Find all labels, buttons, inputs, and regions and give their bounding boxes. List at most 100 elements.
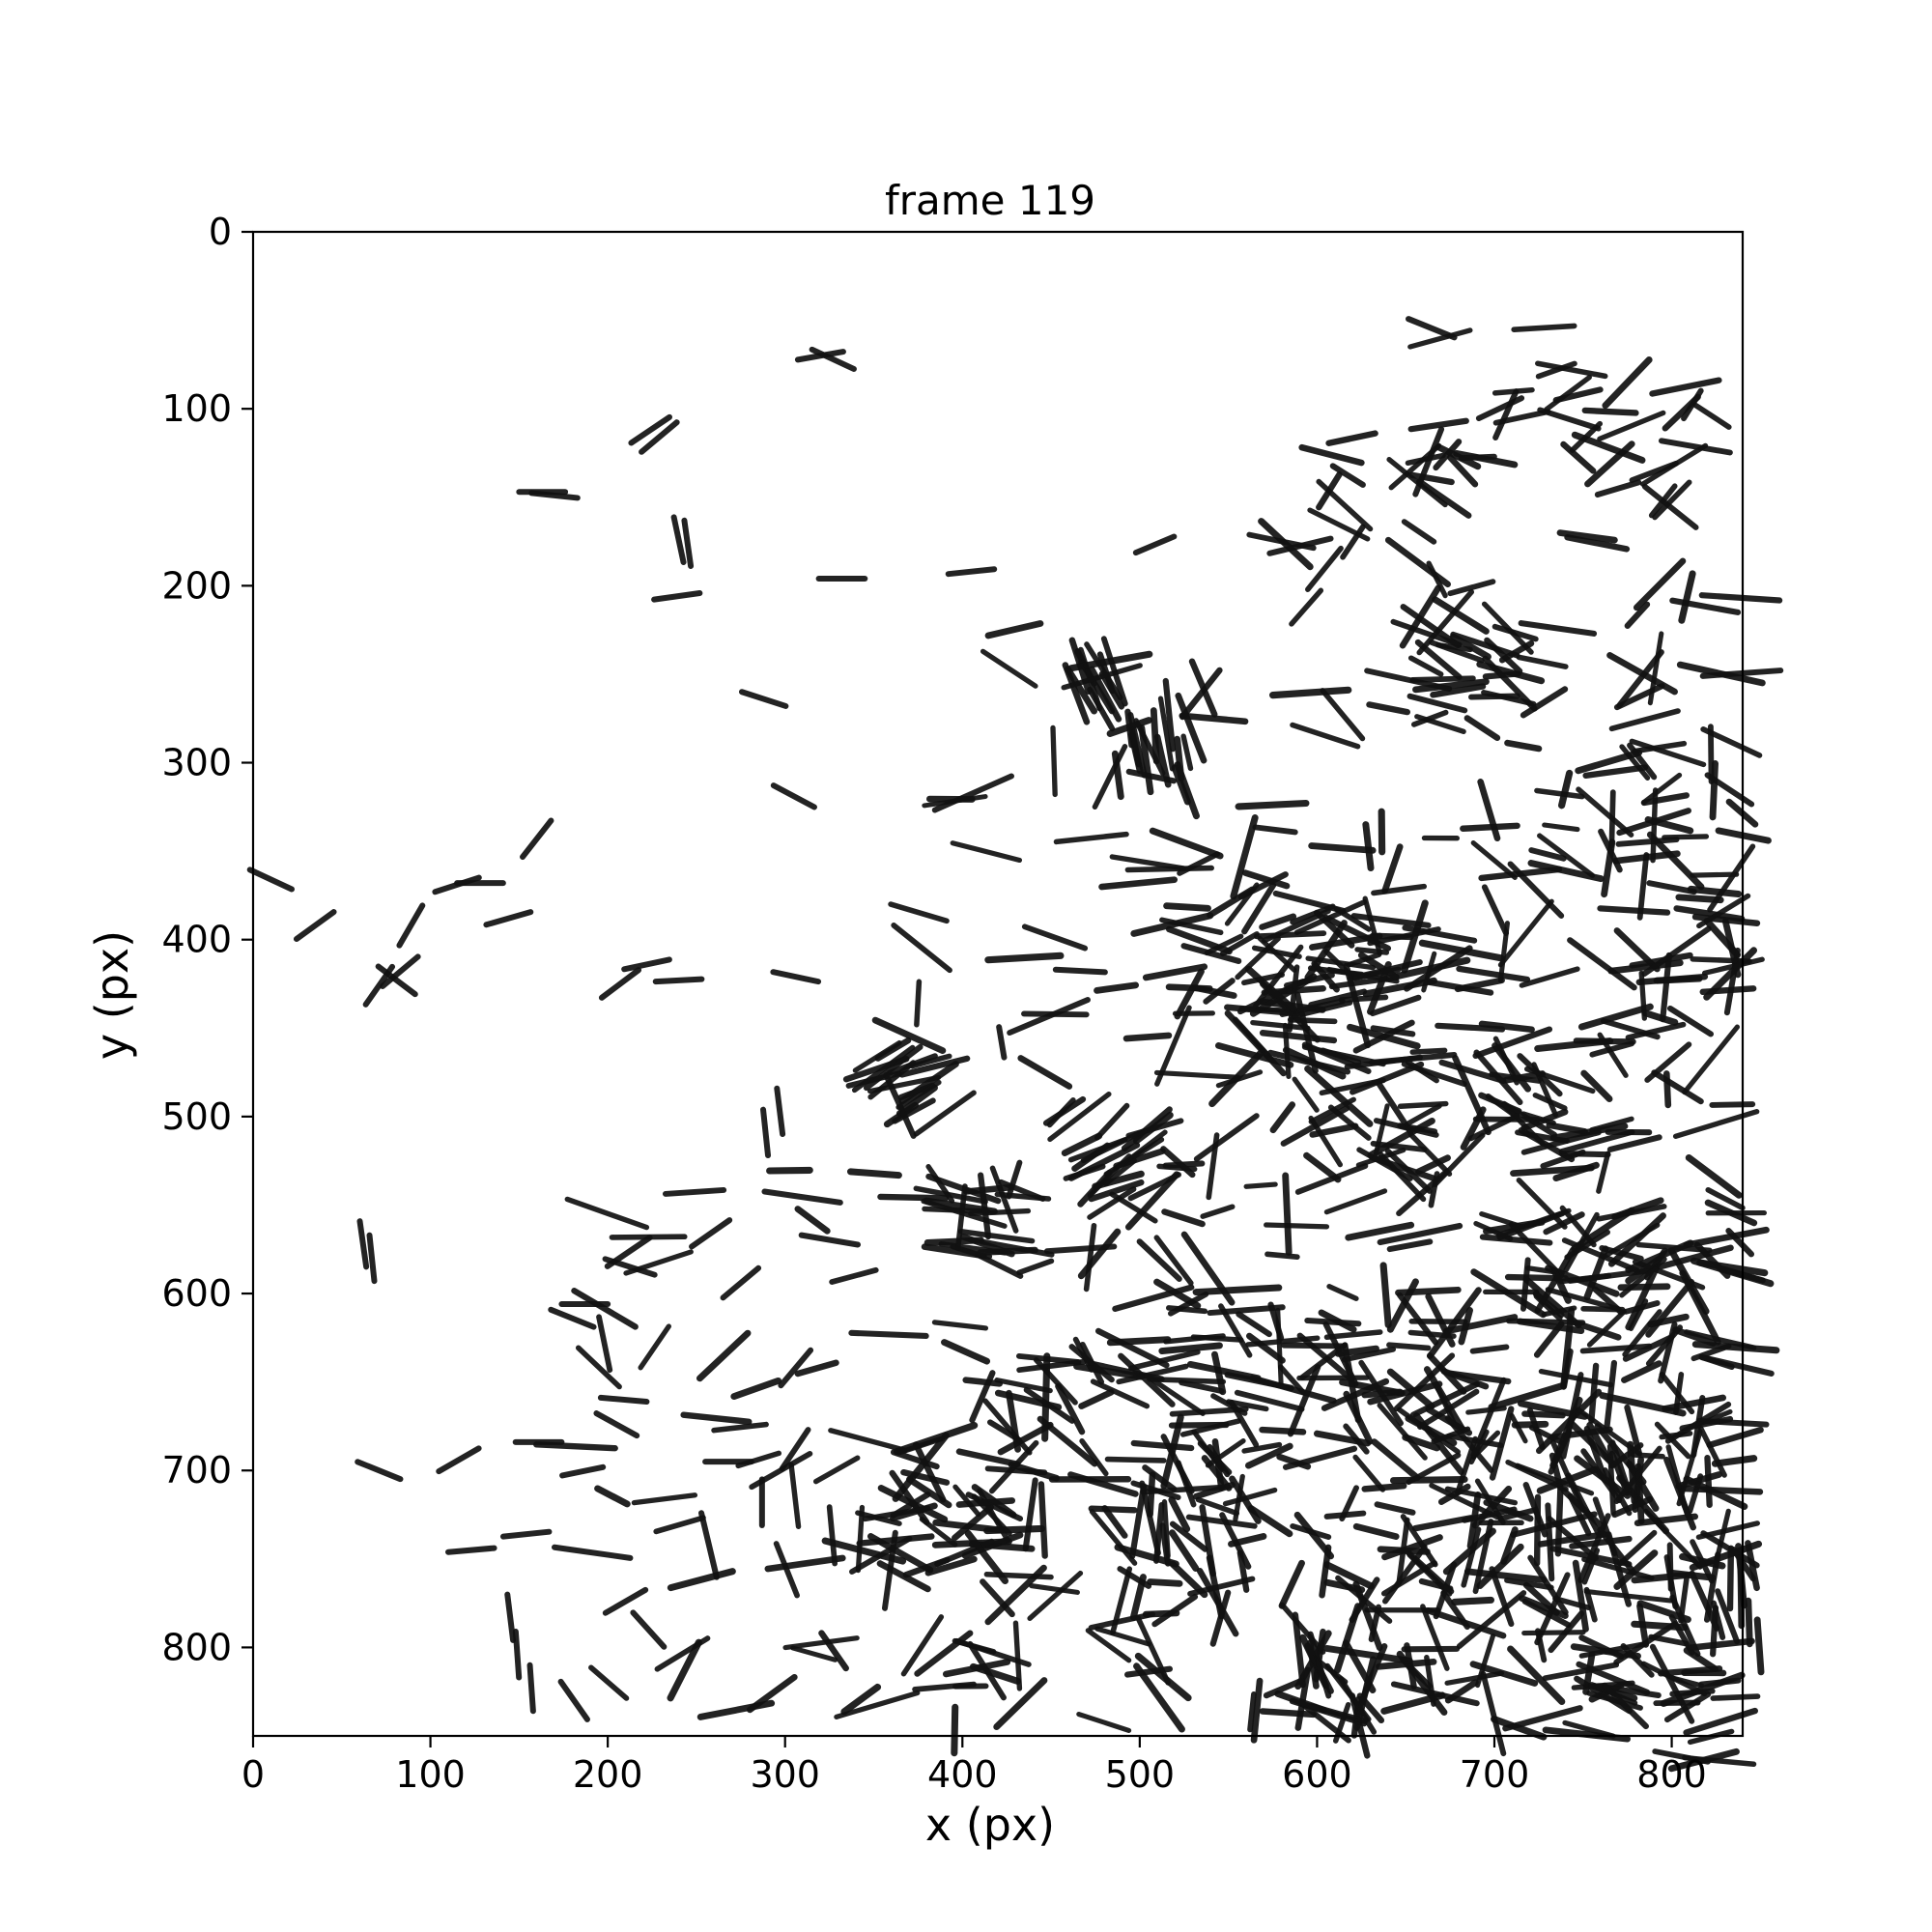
bacterium-cell [1016, 1258, 1055, 1276]
bacterium-cell [631, 1492, 698, 1506]
x-tick-label: 400 [927, 1753, 998, 1796]
bacterium-cell [951, 1504, 995, 1542]
bacterium-cell [662, 1186, 727, 1197]
bacterium-cell [1124, 865, 1215, 873]
bacterium-cell [1519, 966, 1580, 988]
bacterium-cell [1276, 1453, 1312, 1470]
bacterium-cell [984, 620, 1044, 639]
bacterium-cell [681, 517, 695, 569]
bacterium-cell [1636, 852, 1650, 921]
bacterium-cell [1458, 1307, 1473, 1346]
bacterium-cell [1264, 1222, 1330, 1230]
bacterium-cell [1341, 1347, 1397, 1363]
bacterium-cell [1548, 1426, 1613, 1441]
bacterium-cell [1703, 917, 1742, 958]
bacterium-cell [1456, 1590, 1527, 1650]
bacterium-cell [923, 1236, 984, 1246]
bacterium-cell [1037, 1415, 1098, 1467]
bacterium-cell [1361, 1482, 1407, 1492]
bacterium-cell [898, 1055, 971, 1078]
bacterium-cell [969, 1662, 1022, 1685]
bacterium-cell [921, 1243, 993, 1261]
bacterium-cell [1211, 1438, 1225, 1492]
bacterium-cell [890, 1502, 938, 1522]
bacterium-cell [1089, 1509, 1138, 1566]
bacterium-cell [1558, 769, 1574, 810]
bacterium-cell [1521, 1410, 1566, 1419]
bacterium-cell [696, 1699, 776, 1720]
bacterium-cell [1287, 964, 1300, 1033]
bacterium-cell [886, 1053, 938, 1076]
bacterium-cell [1633, 557, 1687, 611]
bacterium-cell [1511, 1420, 1549, 1429]
bacterium-cell [1433, 1561, 1458, 1620]
y-tick-label: 400 [161, 919, 232, 961]
bacterium-cell [1402, 1434, 1441, 1452]
bacterium-cell [1065, 666, 1098, 715]
bacterium-cell [1418, 1577, 1454, 1592]
bacterium-cell [1435, 443, 1482, 470]
bacterium-cell [1372, 1103, 1390, 1162]
bacterium-cell [1222, 1487, 1278, 1507]
bacterium-cell [1088, 1179, 1145, 1203]
bacterium-cell [1376, 1658, 1437, 1670]
bacterium-cell [1537, 407, 1602, 432]
bacterium-cell [1195, 1496, 1240, 1517]
bacterium-cell [1386, 1238, 1434, 1253]
bacterium-cell [898, 1061, 959, 1105]
bacterium-cell [1393, 1352, 1456, 1412]
bacterium-cell [1175, 692, 1208, 764]
bacterium-cell [1709, 1101, 1756, 1108]
bacterium-cell [1087, 1186, 1137, 1220]
bacterium-cell [1412, 678, 1490, 694]
bacterium-cell [1150, 707, 1160, 765]
bacterium-cell [1519, 1595, 1569, 1619]
bacterium-cell [1389, 1476, 1468, 1485]
bacterium-cell [1061, 1132, 1103, 1157]
bacterium-cell [1745, 1597, 1753, 1648]
bacterium-cell [730, 1377, 782, 1401]
bacterium-cell [1301, 1044, 1386, 1067]
bacterium-cell [1516, 1318, 1585, 1335]
bacterium-cell [1552, 1595, 1592, 1611]
bacterium-cell [548, 1306, 597, 1330]
bacterium-cell [1641, 925, 1712, 977]
bacterium-cell [1576, 1661, 1651, 1695]
bacterium-cell [1621, 1360, 1662, 1383]
bacterium-cell [867, 1533, 934, 1574]
bacterium-cell [1259, 1708, 1317, 1719]
bacterium-cell [1447, 579, 1496, 597]
bacterium-cell [951, 1703, 959, 1757]
bacterium-cell [1226, 1399, 1269, 1412]
bacterium-cell [1673, 905, 1746, 923]
bacterium-cell [1705, 1186, 1746, 1211]
bacterium-cell [1699, 1354, 1775, 1377]
bacterium-cell [1162, 677, 1177, 753]
bacterium-cell [980, 648, 1038, 689]
bacterium-cell [1282, 1022, 1292, 1079]
bacterium-cell [1417, 1388, 1480, 1430]
bacterium-cell [1316, 478, 1374, 532]
bacterium-cell [1409, 675, 1476, 683]
bacterium-cell [1687, 885, 1743, 898]
bacterium-cell [602, 1586, 649, 1616]
bacterium-cell [895, 1079, 942, 1110]
bacterium-cell [1683, 1226, 1770, 1249]
bacterium-cell [1304, 1065, 1374, 1127]
bacterium-cell [1668, 1675, 1705, 1689]
bacterium-cell [738, 689, 789, 709]
bacterium-cell [1352, 1580, 1383, 1651]
bacterium-cell [1246, 1332, 1286, 1364]
bacterium-cell [1470, 1377, 1507, 1459]
bacterium-cell [1469, 1344, 1510, 1354]
bacterium-cell [1596, 1151, 1611, 1194]
bacterium-cell [840, 1683, 882, 1716]
bacterium-cell [761, 1188, 843, 1206]
bacterium-cell [1168, 1496, 1191, 1533]
bacterium-cell [1161, 1208, 1206, 1228]
bacterium-cell [1350, 1061, 1425, 1095]
bacterium-cell [1325, 430, 1378, 446]
bacterium-cell [1520, 686, 1569, 719]
bacterium-cell [1580, 1069, 1613, 1103]
bacterium-cell [1076, 1711, 1132, 1733]
